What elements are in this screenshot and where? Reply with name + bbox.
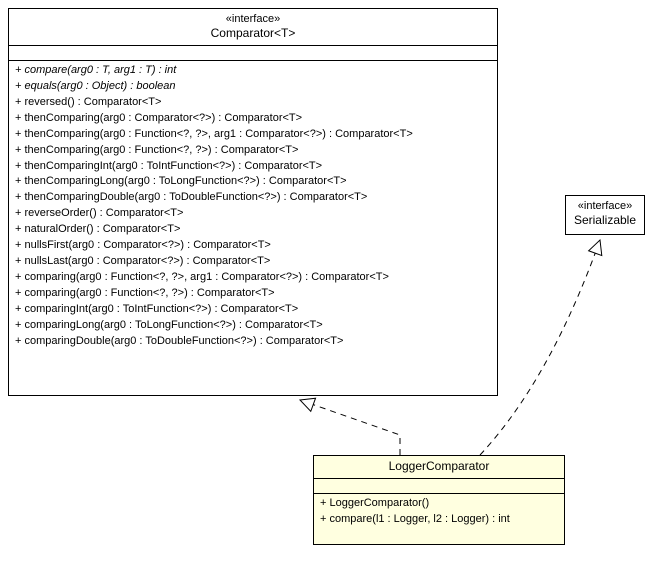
attributes-compartment <box>9 46 497 61</box>
method-signature: + comparing(arg0 : Function<?, ?>, arg1 … <box>15 270 491 286</box>
realization-arrowhead-icon <box>589 240 602 256</box>
class-name: Serializable <box>572 213 638 229</box>
method-signature: + comparing(arg0 : Function<?, ?>) : Com… <box>15 286 491 302</box>
method-signature: + thenComparing(arg0 : Comparator<?>) : … <box>15 111 491 127</box>
method-signature: + nullsLast(arg0 : Comparator<?>) : Comp… <box>15 254 491 270</box>
class-header: «interface» Serializable <box>566 196 644 232</box>
method-signature: + comparingDouble(arg0 : ToDoubleFunctio… <box>15 334 491 350</box>
method-signature: + nullsFirst(arg0 : Comparator<?>) : Com… <box>15 238 491 254</box>
method-signature: + thenComparingLong(arg0 : ToLongFunctio… <box>15 174 491 190</box>
methods-compartment: + compare(arg0 : T, arg1 : T) : int+ equ… <box>9 61 497 352</box>
class-serializable: «interface» Serializable <box>565 195 645 235</box>
method-signature: + reversed() : Comparator<T> <box>15 95 491 111</box>
method-signature: + thenComparingInt(arg0 : ToIntFunction<… <box>15 159 491 175</box>
attributes-compartment <box>314 479 564 494</box>
realization-arrowhead-icon <box>300 398 316 411</box>
method-signature: + naturalOrder() : Comparator<T> <box>15 222 491 238</box>
method-signature: + comparingLong(arg0 : ToLongFunction<?>… <box>15 318 491 334</box>
method-signature: + reverseOrder() : Comparator<T> <box>15 206 491 222</box>
realization-edge <box>300 400 400 455</box>
class-name: LoggerComparator <box>320 459 558 475</box>
method-signature: + thenComparingDouble(arg0 : ToDoubleFun… <box>15 190 491 206</box>
class-header: «interface» Comparator<T> <box>9 9 497 46</box>
stereotype-label: «interface» <box>15 12 491 26</box>
class-header: LoggerComparator <box>314 456 564 479</box>
method-signature: + compare(arg0 : T, arg1 : T) : int <box>15 63 491 79</box>
stereotype-label: «interface» <box>572 199 638 213</box>
method-signature: + compare(l1 : Logger, l2 : Logger) : in… <box>320 512 558 528</box>
method-signature: + equals(arg0 : Object) : boolean <box>15 79 491 95</box>
realization-edge <box>480 240 600 455</box>
method-signature: + thenComparing(arg0 : Function<?, ?>) :… <box>15 143 491 159</box>
class-name: Comparator<T> <box>15 26 491 42</box>
methods-compartment: + LoggerComparator()+ compare(l1 : Logge… <box>314 494 564 530</box>
class-logger-comparator: LoggerComparator + LoggerComparator()+ c… <box>313 455 565 545</box>
method-signature: + LoggerComparator() <box>320 496 558 512</box>
method-signature: + comparingInt(arg0 : ToIntFunction<?>) … <box>15 302 491 318</box>
method-signature: + thenComparing(arg0 : Function<?, ?>, a… <box>15 127 491 143</box>
class-comparator: «interface» Comparator<T> + compare(arg0… <box>8 8 498 396</box>
